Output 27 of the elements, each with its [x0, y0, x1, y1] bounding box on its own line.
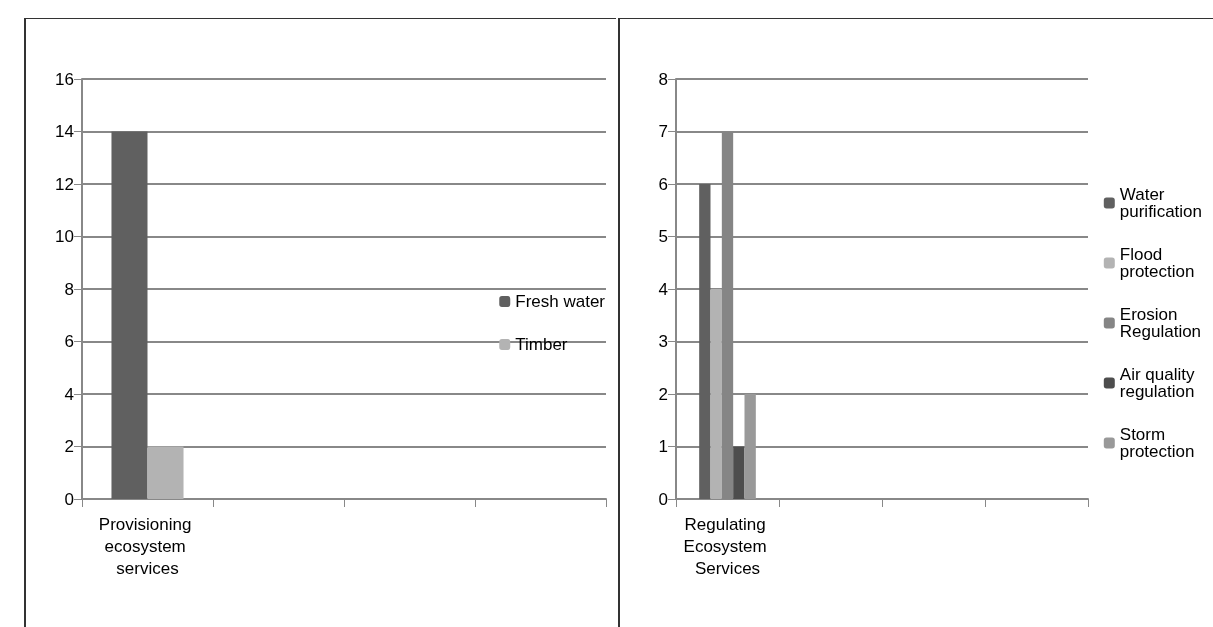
y-tick-label: 3 — [658, 332, 668, 351]
legend-label: Storm protection — [1119, 425, 1195, 461]
y-tick-label: 8 — [658, 69, 668, 89]
y-tick-label: 2 — [64, 437, 74, 456]
legend-label: Fresh water — [515, 292, 606, 311]
y-tick-label: 2 — [658, 384, 668, 404]
y-tick-label: 1 — [658, 437, 668, 456]
x-tick-label: Regulating Ecosystem Services — [683, 514, 772, 578]
y-tick-label: 7 — [658, 122, 668, 141]
y-tick-label: 16 — [55, 69, 74, 89]
x-tick-label: Provisioning ecosystem services — [98, 514, 197, 578]
y-tick-label: 4 — [64, 384, 74, 404]
legend-label: Flood protection — [1119, 245, 1195, 281]
y-tick-label: 6 — [64, 332, 74, 351]
legend-label: Erosion Regulation — [1119, 305, 1202, 341]
y-tick-label: 14 — [55, 122, 74, 141]
y-tick-label: 8 — [64, 279, 74, 299]
y-tick-label: 0 — [658, 489, 668, 509]
legend-label: Timber — [515, 335, 568, 354]
y-tick-label: 4 — [658, 279, 668, 299]
y-tick-label: 12 — [55, 174, 74, 194]
y-tick-label: 10 — [55, 227, 74, 246]
y-tick-label: 5 — [658, 227, 668, 246]
y-tick-label: 0 — [64, 489, 74, 509]
legend-label: Air quality regulation — [1119, 365, 1200, 401]
y-tick-label: 6 — [658, 174, 668, 194]
legend-label: Water purification — [1119, 185, 1203, 221]
